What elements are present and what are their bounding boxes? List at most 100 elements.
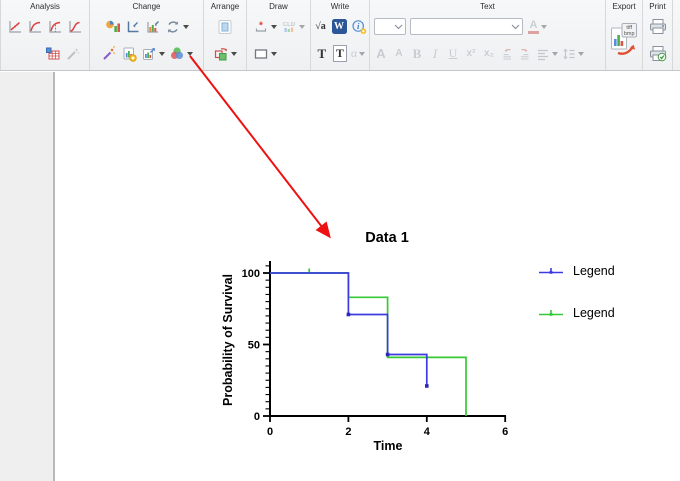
shrink-font-icon: A [395,48,403,59]
chart-legend[interactable]: Legend Legend [538,264,615,348]
plot-area-size-button[interactable] [144,16,162,38]
greek-letter-button[interactable]: α [350,43,366,65]
svg-text:0: 0 [267,426,273,438]
superscript-button[interactable]: x² [463,43,479,65]
line-spacing-button[interactable] [561,43,585,65]
bold-button[interactable]: B [409,43,425,65]
align-left-icon [538,49,548,60]
dropdown-caret-icon [552,51,558,56]
color-wheel-icon [170,46,183,59]
analysis-wand-button[interactable] [64,43,82,65]
add-data-to-graph-button[interactable] [120,43,138,65]
analyze-table-icon [46,47,60,59]
rotate-text-right-button[interactable] [517,43,533,65]
section-draw: Draw * CLD [247,0,311,70]
legend-item[interactable]: Legend [538,306,615,320]
dropdown-caret-icon [578,51,584,56]
shrink-font-button[interactable]: A [391,43,407,65]
text-box-button[interactable]: T [332,43,348,65]
significance-asterisk-icon: * [255,20,266,32]
group-objects-button[interactable] [212,43,238,65]
rotate-graph-button[interactable] [164,16,190,38]
italic-icon: I [432,45,438,61]
change-graph-type-button[interactable] [104,16,122,38]
position-object-icon [218,19,232,34]
interpolate-button[interactable] [46,16,64,38]
line-spacing-icon [563,47,575,60]
info-icon: i [351,19,366,34]
color-scheme-button[interactable] [168,43,194,65]
rectangle-tool-icon [254,48,268,59]
linear-regression-icon [9,20,21,33]
italic-button[interactable]: I [427,43,443,65]
font-family-combobox[interactable] [410,18,523,35]
printer-icon [649,19,666,34]
align-text-button[interactable] [535,43,559,65]
section-text: Text A [370,0,606,70]
svg-text:0: 0 [254,411,260,423]
font-color-button[interactable]: A [527,16,548,38]
svg-text:*: * [259,20,263,31]
superscript-icon: x² [466,48,476,59]
y-axis-label: Probability of Survival [221,274,235,406]
legend-item[interactable]: Legend [538,264,615,278]
section-write: Write √a W i [311,0,370,70]
subscript-button[interactable]: x₂ [481,43,497,65]
dose-response-icon [69,20,81,33]
dropdown-caret-icon [231,51,237,56]
insert-equation-button[interactable]: √a [313,16,329,38]
draw-rectangle-button[interactable] [252,43,278,65]
resize-graph-icon [142,47,155,60]
export-button[interactable]: tiff bmp [609,20,639,60]
analyze-table-button[interactable] [44,43,62,65]
greek-alpha-icon: α [350,46,358,60]
print-button[interactable] [647,16,669,38]
plot-size-icon [146,20,159,33]
grow-font-button[interactable]: A [373,43,389,65]
ribbon-spacer [673,0,680,70]
insert-info-button[interactable]: i [350,16,368,38]
change-wand-button[interactable] [100,43,118,65]
position-object-button[interactable] [216,16,234,38]
significance-bracket-button[interactable]: * [252,16,278,38]
survival-chart[interactable]: Data 1 Time Probability of Survival 0 50 1… [215,220,525,465]
dose-response-button[interactable] [66,16,84,38]
svg-text:bmp: bmp [624,31,635,37]
font-size-combobox[interactable] [374,18,406,35]
text-box-icon: T [332,45,347,62]
dropdown-caret-icon [359,51,366,56]
section-export-label: Export [612,2,636,11]
dropdown-caret-icon [158,51,165,56]
rotate-text-right-icon [521,48,529,60]
section-change: Change [90,0,204,70]
send-to-word-button[interactable]: W [331,16,348,38]
equation-icon: √a [315,21,326,32]
section-draw-label: Draw [269,2,288,11]
linear-regression-button[interactable] [6,16,24,38]
section-text-label: Text [480,2,495,11]
text-tool-button[interactable]: T [314,43,330,65]
magic-wand-color-icon [102,45,115,60]
frame-axes-button[interactable] [124,16,142,38]
cld-button[interactable]: CLD [280,16,306,38]
bold-icon: B [412,45,422,61]
dropdown-caret-icon [298,24,305,29]
nonlinear-fit-button[interactable] [26,16,44,38]
underline-button[interactable]: U [445,43,461,65]
rotate-text-left-button[interactable] [499,43,515,65]
section-analysis: Analysis [0,0,90,70]
subscript-icon: x₂ [483,48,494,59]
dropdown-caret-icon [186,51,193,56]
print-preview-button[interactable] [647,43,669,65]
dropdown-caret-icon [541,24,547,29]
svg-text:100: 100 [242,268,260,280]
graph-type-icon [105,20,120,32]
dropdown-caret-icon [270,24,277,29]
section-change-label: Change [132,2,161,11]
underline-icon: U [448,46,458,60]
section-analysis-label: Analysis [30,2,60,11]
export-icon: tiff bmp [611,23,637,55]
resize-graph-button[interactable] [140,43,166,65]
interpolate-icon [49,20,61,33]
rotate-icon [167,20,178,33]
